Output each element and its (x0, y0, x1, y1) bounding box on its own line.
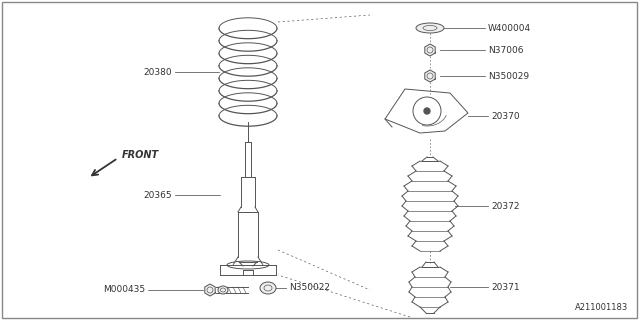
Text: 20372: 20372 (491, 202, 520, 211)
Polygon shape (425, 70, 435, 82)
Polygon shape (205, 284, 215, 296)
Text: N37006: N37006 (488, 45, 524, 54)
Circle shape (424, 108, 430, 114)
Text: N350029: N350029 (488, 71, 529, 81)
Text: M000435: M000435 (103, 285, 145, 294)
Ellipse shape (416, 23, 444, 33)
Text: 20371: 20371 (491, 283, 520, 292)
Text: N350022: N350022 (289, 284, 330, 292)
Text: W400004: W400004 (488, 23, 531, 33)
Text: A211001183: A211001183 (575, 303, 628, 312)
Polygon shape (425, 44, 435, 56)
Text: 20380: 20380 (143, 68, 172, 76)
Text: FRONT: FRONT (122, 150, 159, 160)
Text: 20365: 20365 (143, 190, 172, 199)
Ellipse shape (260, 282, 276, 294)
Ellipse shape (218, 286, 228, 294)
Text: 20370: 20370 (491, 111, 520, 121)
Polygon shape (220, 265, 276, 275)
